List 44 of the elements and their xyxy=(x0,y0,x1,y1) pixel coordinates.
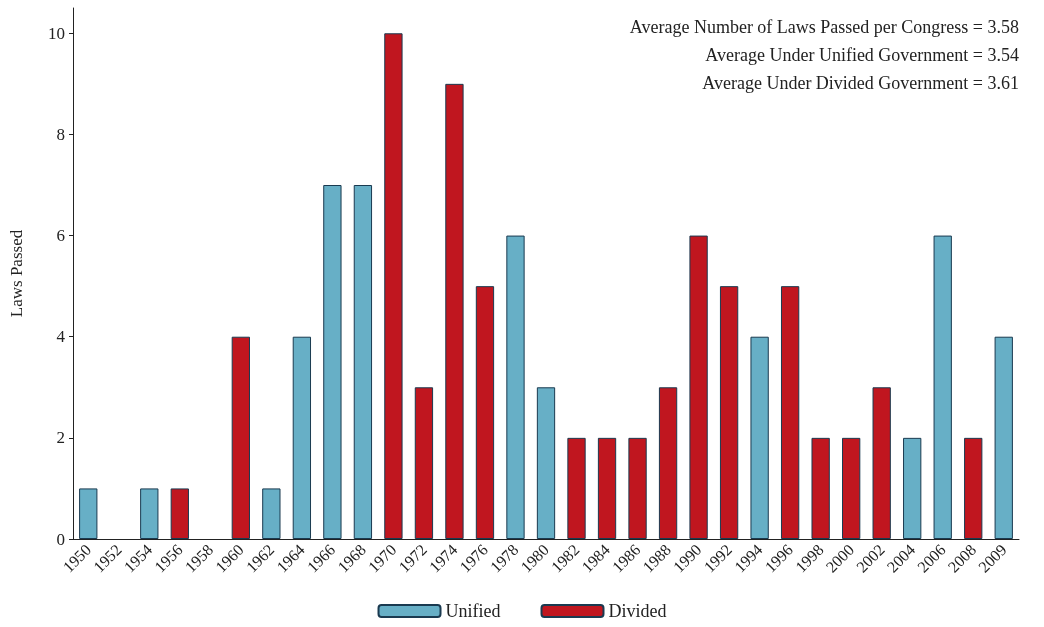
bar xyxy=(750,336,769,539)
bar xyxy=(140,488,159,539)
y-tick-label: 8 xyxy=(56,124,65,144)
bar xyxy=(567,437,586,539)
y-axis-title: Laws Passed xyxy=(7,229,26,318)
bar xyxy=(231,336,250,539)
bar xyxy=(933,235,952,539)
bar xyxy=(689,235,708,539)
x-tick-label: 1952 xyxy=(90,540,125,576)
y-tick-label: 0 xyxy=(56,529,65,549)
bar xyxy=(811,437,830,539)
legend-label: Divided xyxy=(608,601,667,621)
bar xyxy=(445,83,464,539)
y-tick-label: 2 xyxy=(56,428,65,448)
bar xyxy=(903,437,922,539)
legend-label: Unified xyxy=(445,601,501,621)
bar xyxy=(536,387,556,539)
bar xyxy=(170,488,189,539)
x-tick-label: 1998 xyxy=(792,540,827,576)
bar xyxy=(353,185,373,539)
bar xyxy=(384,33,403,539)
bar xyxy=(719,286,739,539)
annotation: Average Under Unified Government = 3.54 xyxy=(705,45,1019,65)
bar xyxy=(994,336,1013,539)
y-tick-label: 6 xyxy=(56,226,65,246)
bar xyxy=(79,488,98,539)
bar xyxy=(506,235,525,539)
x-tick-label: 1960 xyxy=(212,540,247,576)
bar xyxy=(780,286,800,539)
bar xyxy=(597,437,617,539)
bar xyxy=(323,185,342,539)
bar xyxy=(964,437,983,539)
bar xyxy=(414,387,434,539)
annotation: Average Number of Laws Passed per Congress = 3.58 xyxy=(629,17,1019,37)
bar xyxy=(292,336,312,539)
y-tick-label: 10 xyxy=(48,23,65,43)
bar xyxy=(842,437,861,539)
bar xyxy=(872,387,891,539)
bar xyxy=(475,286,495,539)
y-tick-label: 4 xyxy=(56,327,66,347)
bar xyxy=(658,387,678,539)
annotation: Average Under Divided Government = 3.61 xyxy=(702,73,1019,93)
bar xyxy=(262,488,281,539)
bar xyxy=(628,437,647,539)
